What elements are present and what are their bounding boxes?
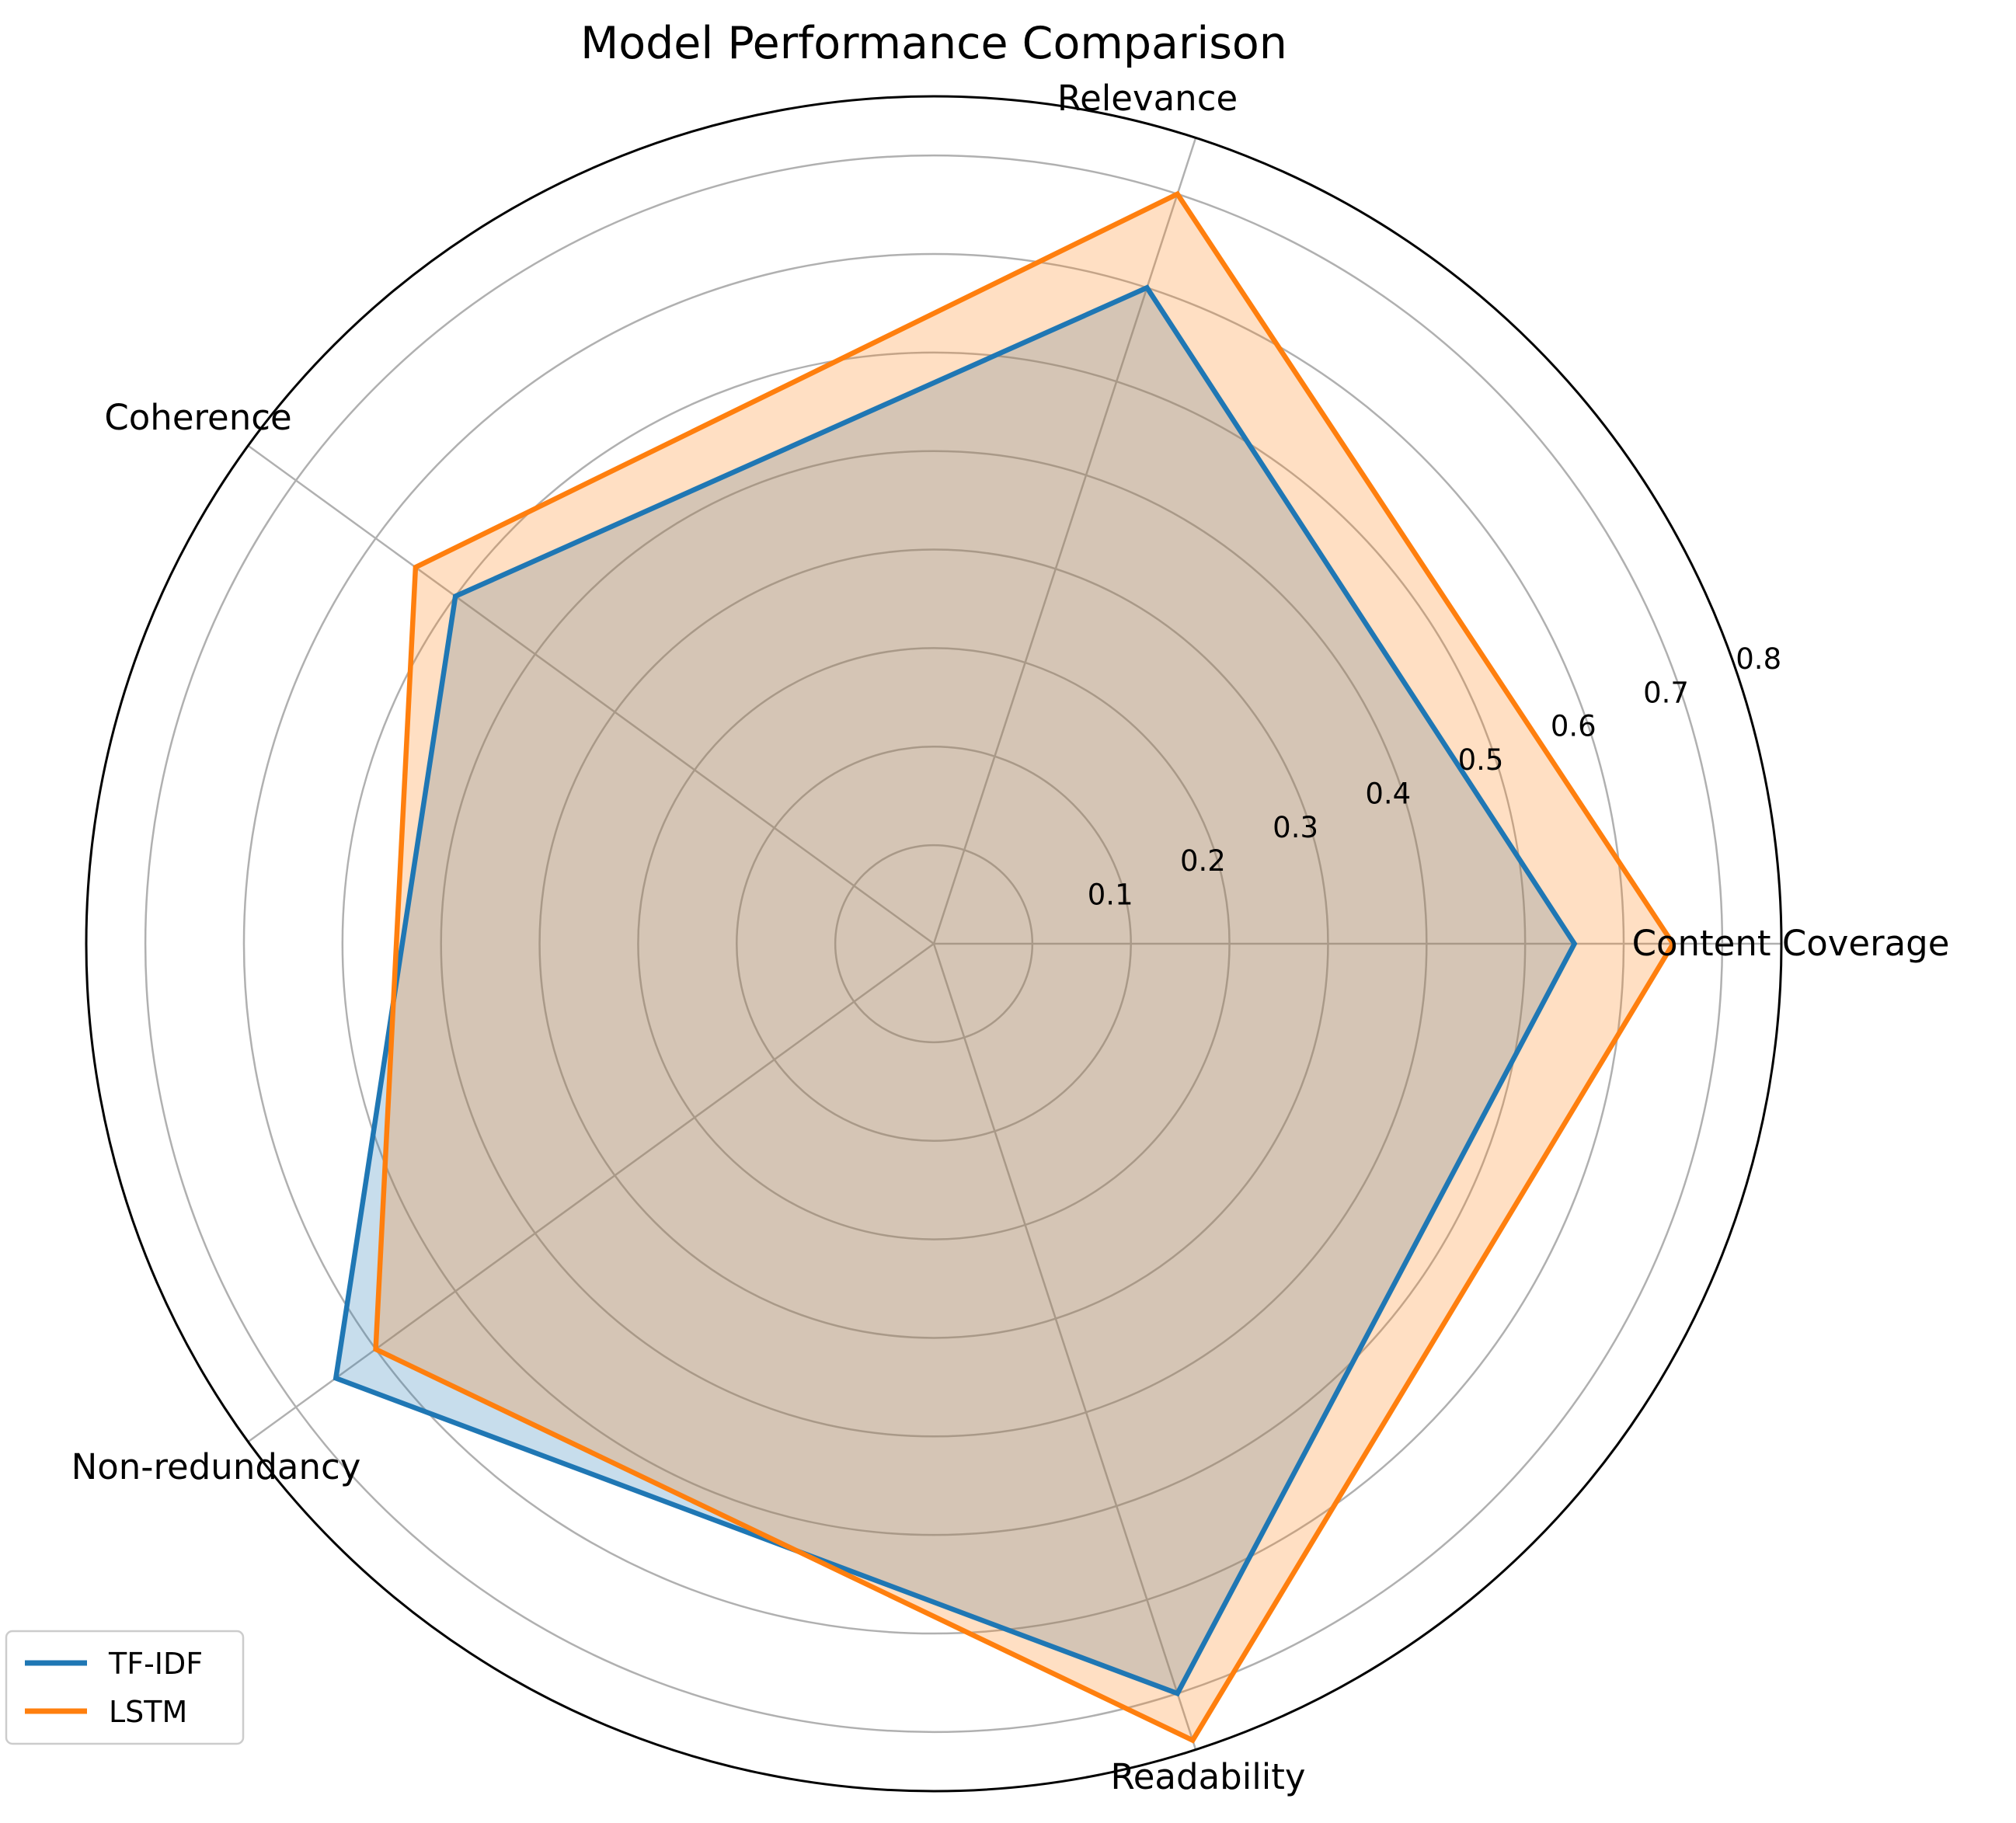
category-label: Readability — [1111, 1756, 1306, 1797]
radial-tick-label: 0.8 — [1736, 642, 1781, 676]
radial-grid — [144, 137, 1781, 1750]
legend-box — [5, 1630, 245, 1745]
spoke-line — [932, 943, 1197, 1750]
category-label: Relevance — [1057, 78, 1238, 119]
category-label: Coherence — [104, 397, 291, 438]
legend-label-tfidf: TF-IDF — [108, 1647, 203, 1681]
radial-tick-label: 0.4 — [1365, 777, 1411, 810]
legend: TF-IDF LSTM — [5, 1630, 245, 1745]
radial-tick-label: 0.5 — [1458, 743, 1504, 777]
outer-frame — [85, 95, 1783, 1793]
category-label: Content Coverage — [1632, 923, 1950, 964]
series-fill-lstm — [375, 193, 1673, 1741]
chart-title: Model Performance Comparison — [580, 18, 1287, 69]
spoke-line — [247, 942, 935, 1443]
radial-tick-label: 0.2 — [1180, 844, 1226, 878]
radial-tick-label: 0.1 — [1088, 878, 1133, 912]
series-fill-tf-idf — [336, 287, 1575, 1694]
radial-tick-label: 0.3 — [1273, 811, 1318, 844]
series-layer — [333, 190, 1677, 1744]
spoke-line — [247, 444, 935, 945]
radial-tick-label: 0.6 — [1551, 710, 1596, 743]
radial-tick-label: 0.7 — [1643, 676, 1689, 709]
label-layer: 0.1 0.2 0.3 0.4 0.5 0.6 0.7 0.8 Content Coverage… — [71, 78, 1950, 1797]
series-line-lstm — [373, 190, 1677, 1744]
category-label: Non-redundancy — [71, 1446, 361, 1487]
legend-label-lstm: LSTM — [109, 1695, 187, 1729]
spoke-line — [932, 137, 1197, 945]
